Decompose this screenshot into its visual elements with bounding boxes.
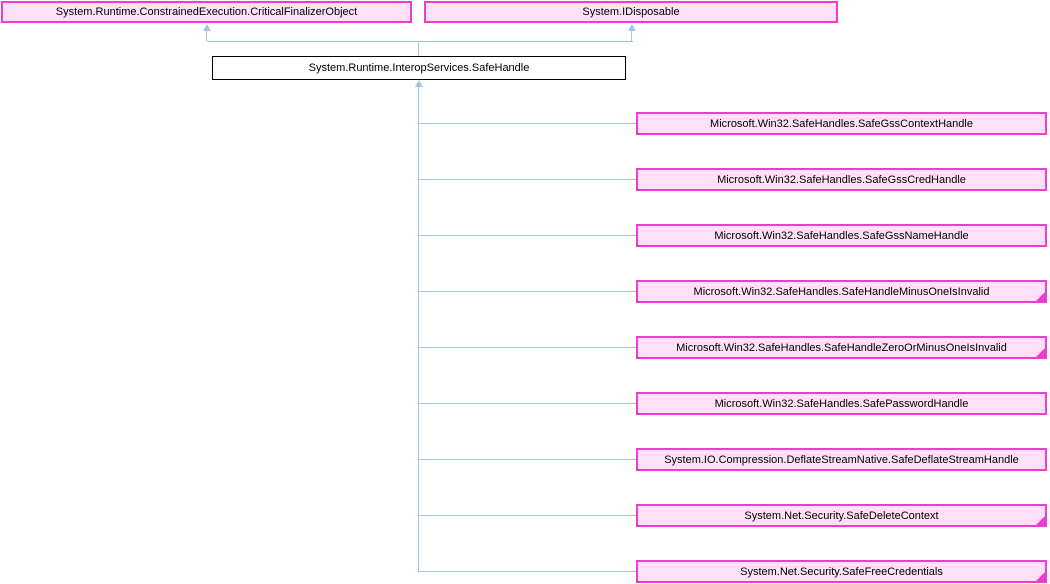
child-node-safe-delete-context[interactable]: System.Net.Security.SafeDeleteContext bbox=[636, 504, 1047, 527]
child-node-safe-deflate-stream-handle[interactable]: System.IO.Compression.DeflateStreamNativ… bbox=[636, 448, 1047, 471]
child-node-label: System.Net.Security.SafeFreeCredentials bbox=[740, 565, 943, 578]
arrow-up-icon bbox=[203, 24, 211, 31]
inheritance-edge bbox=[418, 41, 419, 56]
root-node-safehandle[interactable]: System.Runtime.InteropServices.SafeHandl… bbox=[212, 56, 626, 80]
child-node-label: Microsoft.Win32.SafeHandles.SafeGssCredH… bbox=[717, 173, 966, 186]
child-node-safe-handle-minus-one-is-invalid[interactable]: Microsoft.Win32.SafeHandles.SafeHandleMi… bbox=[636, 280, 1047, 303]
child-node-label: Microsoft.Win32.SafeHandles.SafePassword… bbox=[714, 397, 969, 410]
inheritance-edge bbox=[419, 347, 636, 348]
subclasses-corner-icon bbox=[1036, 348, 1045, 357]
child-node-safe-free-credentials[interactable]: System.Net.Security.SafeFreeCredentials bbox=[636, 560, 1047, 583]
parent-node-critical-finalizer-object[interactable]: System.Runtime.ConstrainedExecution.Crit… bbox=[1, 1, 412, 23]
child-node-label: Microsoft.Win32.SafeHandles.SafeHandleZe… bbox=[676, 341, 1007, 354]
child-node-safe-gss-name-handle[interactable]: Microsoft.Win32.SafeHandles.SafeGssNameH… bbox=[636, 224, 1047, 247]
inheritance-edge bbox=[419, 515, 636, 516]
child-node-safe-gss-cred-handle[interactable]: Microsoft.Win32.SafeHandles.SafeGssCredH… bbox=[636, 168, 1047, 191]
parent-node-idisposable[interactable]: System.IDisposable bbox=[424, 1, 838, 23]
inheritance-edge bbox=[418, 86, 419, 572]
child-node-safe-handle-zero-or-minus-one-is-invalid[interactable]: Microsoft.Win32.SafeHandles.SafeHandleZe… bbox=[636, 336, 1047, 359]
parent-node-label: System.IDisposable bbox=[582, 6, 680, 18]
arrow-up-icon bbox=[415, 80, 423, 87]
inheritance-edge bbox=[631, 30, 632, 41]
child-node-safe-gss-context-handle[interactable]: Microsoft.Win32.SafeHandles.SafeGssConte… bbox=[636, 112, 1047, 135]
arrow-up-icon bbox=[628, 24, 636, 31]
inheritance-edge bbox=[206, 30, 207, 41]
child-node-label: System.IO.Compression.DeflateStreamNativ… bbox=[664, 453, 1019, 466]
child-node-label: Microsoft.Win32.SafeHandles.SafeGssConte… bbox=[710, 117, 973, 130]
inheritance-edge bbox=[207, 41, 633, 42]
inheritance-edge bbox=[419, 123, 636, 124]
child-node-label: System.Net.Security.SafeDeleteContext bbox=[744, 509, 939, 522]
subclasses-corner-icon bbox=[1036, 292, 1045, 301]
inheritance-edge bbox=[419, 459, 636, 460]
inheritance-edge bbox=[419, 179, 636, 180]
inheritance-edge bbox=[419, 235, 636, 236]
inheritance-edge bbox=[419, 291, 636, 292]
root-node-label: System.Runtime.InteropServices.SafeHandl… bbox=[308, 62, 530, 74]
parent-node-label: System.Runtime.ConstrainedExecution.Crit… bbox=[55, 6, 358, 18]
child-node-label: Microsoft.Win32.SafeHandles.SafeGssNameH… bbox=[714, 229, 969, 242]
child-node-safe-password-handle[interactable]: Microsoft.Win32.SafeHandles.SafePassword… bbox=[636, 392, 1047, 415]
inheritance-edge bbox=[419, 403, 636, 404]
child-node-label: Microsoft.Win32.SafeHandles.SafeHandleMi… bbox=[693, 285, 990, 298]
subclasses-corner-icon bbox=[1036, 572, 1045, 581]
inheritance-edge bbox=[419, 571, 636, 572]
subclasses-corner-icon bbox=[1036, 516, 1045, 525]
